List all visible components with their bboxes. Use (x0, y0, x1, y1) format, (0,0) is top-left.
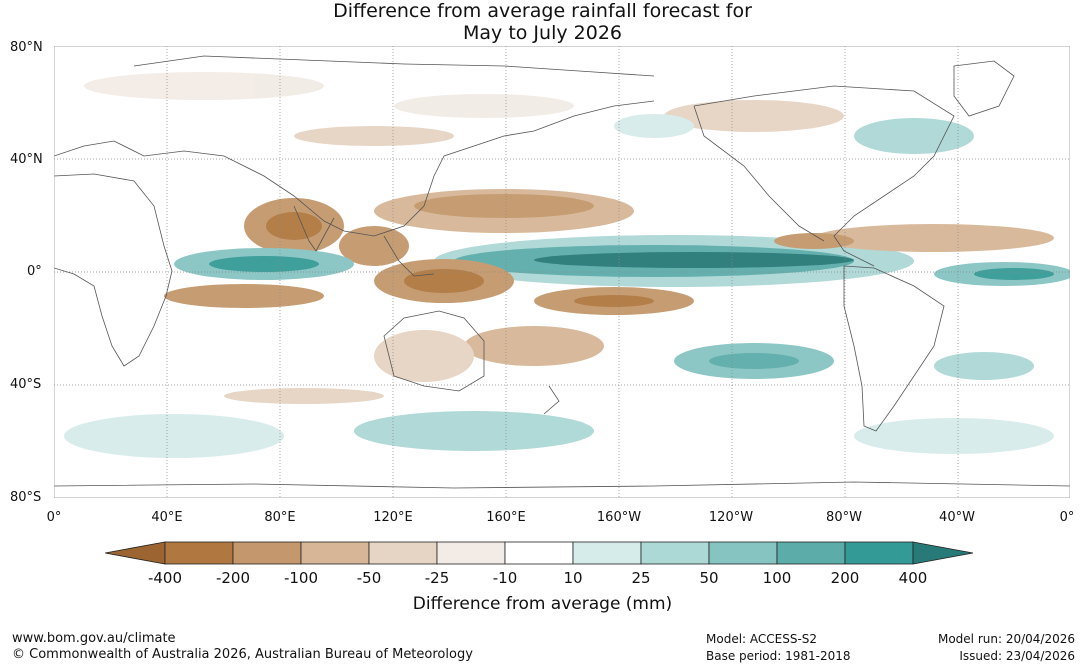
colorbar-tick-label: 25 (631, 569, 651, 587)
colorbar-tick-label: -100 (283, 569, 319, 587)
rainfall-anomaly-map (54, 46, 1070, 498)
colorbar-tick-label: -400 (147, 569, 183, 587)
colorbar-tick-label: -10 (492, 569, 518, 587)
footer-issued: Issued: 23/04/2026 (959, 649, 1075, 663)
colorbar-tick-label: 400 (898, 569, 928, 587)
colorbar-cell (232, 541, 302, 565)
coastlines (54, 55, 1070, 489)
lon-label-160e: 160°E (486, 510, 526, 525)
footer-copyright: © Commonwealth of Australia 2026, Austra… (12, 647, 473, 662)
colorbar-tick-label: -50 (356, 569, 382, 587)
lon-label-80e: 80°E (264, 510, 296, 525)
lon-label-120e: 120°E (373, 510, 413, 525)
map-title-line2: May to July 2026 (463, 22, 622, 44)
colorbar-extend-high (912, 541, 974, 565)
colorbar-tick-label: 10 (563, 569, 583, 587)
colorbar-tick-label: 50 (699, 569, 719, 587)
colorbar-cell (300, 541, 370, 565)
colorbar-tick-label: -200 (215, 569, 251, 587)
lon-label-0-end: 0° (1059, 510, 1075, 525)
colorbar-cell (776, 541, 846, 565)
colorbar-cell (436, 541, 506, 565)
colorbar-tick-label: 200 (830, 569, 860, 587)
lon-label-40w: 40°W (939, 510, 975, 525)
colorbar-tick-label: 100 (762, 569, 792, 587)
colorbar-cell (368, 541, 438, 565)
lat-label-80n: 80°N (10, 40, 43, 55)
footer-model-run: Model run: 20/04/2026 (937, 632, 1075, 646)
lat-label-80s: 80°S (10, 490, 42, 505)
colorbar-cell (572, 541, 642, 565)
legend-unit-label: Difference from average (mm) (412, 594, 673, 614)
lat-label-equator: 0° (27, 264, 42, 279)
lon-label-120w: 120°W (708, 510, 754, 525)
colorbar-cell (844, 541, 914, 565)
footer-model: Model: ACCESS-S2 (706, 632, 818, 646)
legend-colorbar (105, 541, 974, 565)
graticule (54, 46, 1070, 498)
lat-label-40n: 40°N (10, 152, 43, 167)
colorbar-tick-label: -25 (424, 569, 450, 587)
colorbar-cell (708, 541, 778, 565)
lon-label-40e: 40°E (151, 510, 183, 525)
lat-label-40s: 40°S (10, 377, 42, 392)
colorbar-extend-low (105, 541, 166, 565)
colorbar-cell (504, 541, 574, 565)
lon-label-80w: 80°W (826, 510, 862, 525)
colorbar-cell (164, 541, 234, 565)
map-title-line1: Difference from average rainfall forecas… (333, 0, 752, 22)
footer-base-period: Base period: 1981-2018 (706, 649, 851, 663)
lon-label-160w: 160°W (596, 510, 642, 525)
footer-website: www.bom.gov.au/climate (12, 631, 176, 646)
colorbar-cell (640, 541, 710, 565)
lon-label-0: 0° (46, 510, 62, 525)
